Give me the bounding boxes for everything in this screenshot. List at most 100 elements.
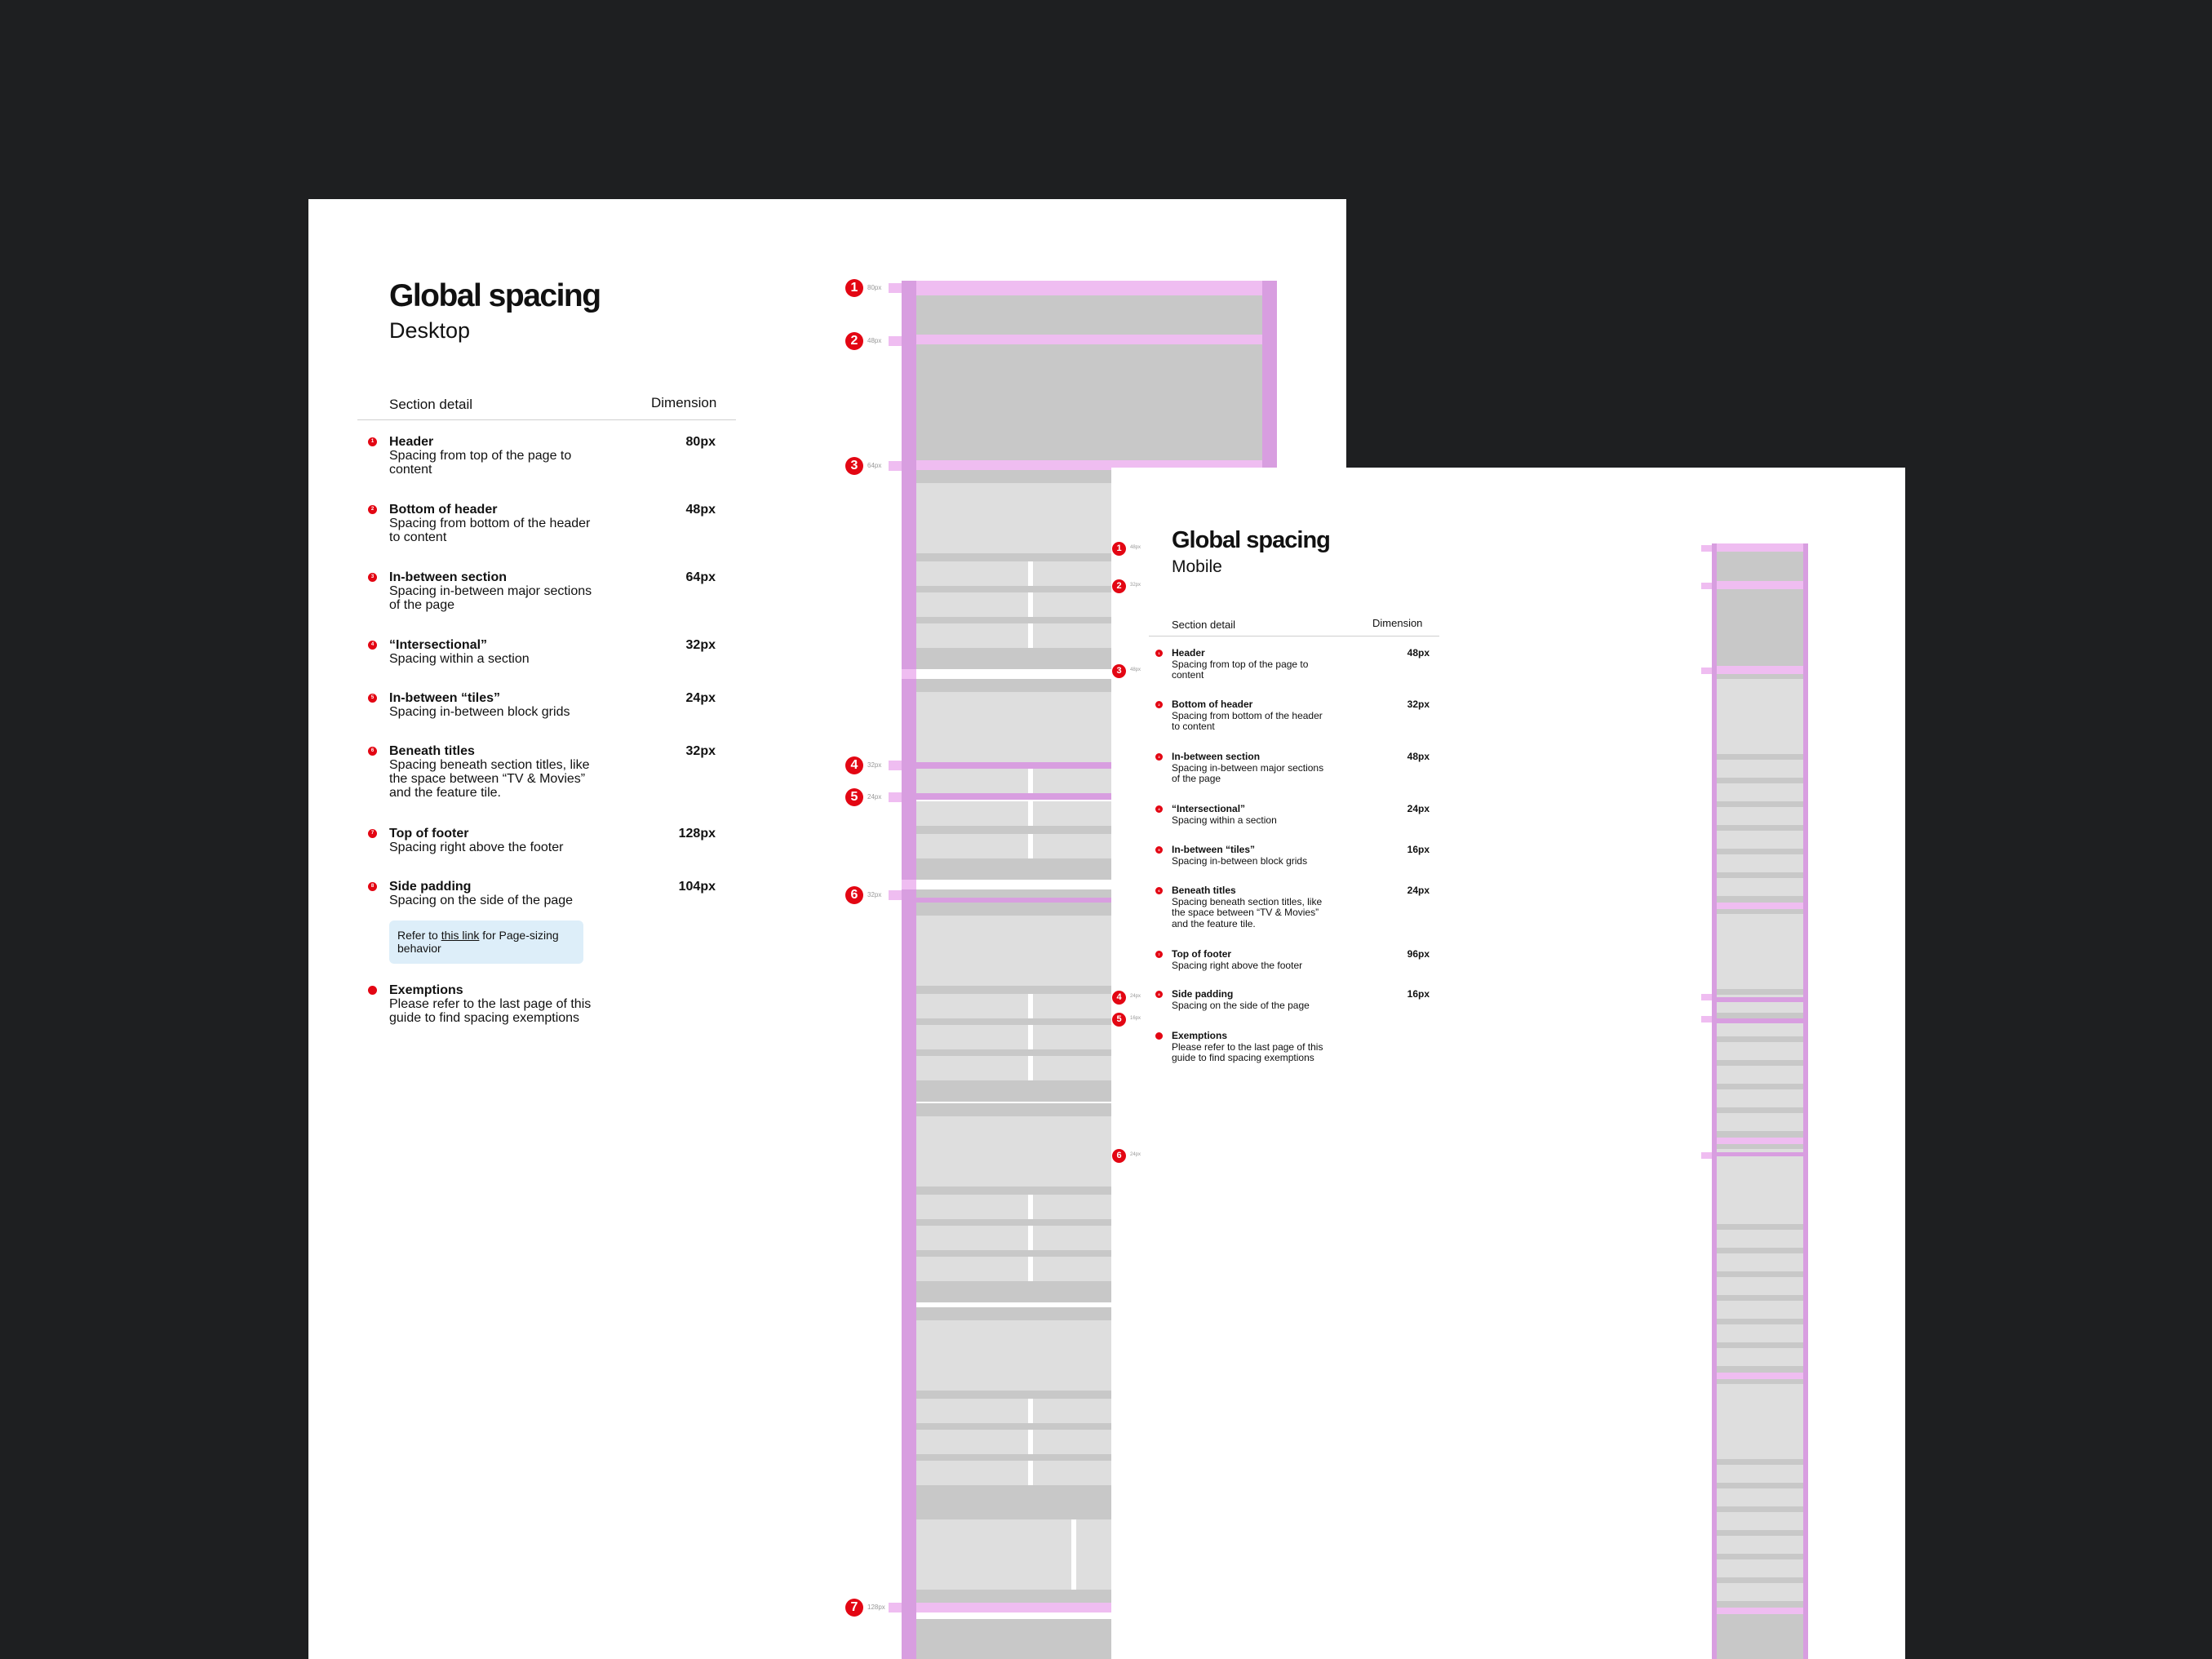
tile-gap <box>1717 1554 1803 1559</box>
tile-spacing <box>916 793 1262 800</box>
grid-tile <box>1717 854 1803 872</box>
wide-tile <box>916 1519 1071 1590</box>
spacing-marker-6: 6 <box>845 886 863 904</box>
spec-number-badge <box>1155 1032 1163 1040</box>
spec-description: Spacing in-between major sections of the… <box>389 584 592 612</box>
page-sizing-link[interactable]: this link <box>441 929 480 942</box>
spec-row: Exemptions Please refer to the last page … <box>368 983 716 1025</box>
spec-name: Exemptions <box>389 983 463 997</box>
grid-tile <box>1717 1066 1803 1084</box>
spec-name: Bottom of header <box>1172 699 1253 710</box>
feature-tile <box>1717 1384 1803 1459</box>
feature-tile <box>1717 679 1803 754</box>
spec-number-badge: 3 <box>368 573 377 582</box>
spec-name: Beneath titles <box>389 744 475 758</box>
header-spacing <box>916 281 1262 295</box>
spacing-marker-label: 24px <box>1130 1152 1141 1157</box>
spec-name: “Intersectional” <box>1172 803 1246 814</box>
tile-gap <box>916 586 1262 592</box>
tile-gap <box>916 553 1262 561</box>
spec-number-badge: 2 <box>368 505 377 514</box>
spec-dimension-value: 24px <box>685 691 716 705</box>
spec-description: Spacing from bottom of the header to con… <box>1172 709 1323 732</box>
spec-dimension-value: 48px <box>1407 751 1430 762</box>
spec-row: 1 Header Spacing from top of the page to c… <box>368 435 716 477</box>
grid-tile <box>1717 1089 1803 1107</box>
spec-number-badge: 8 <box>1155 991 1163 998</box>
section-end-bar <box>1717 1366 1803 1373</box>
section-spacing <box>1717 903 1803 909</box>
tile-gap <box>1717 849 1803 854</box>
spacing-marker-label: 48px <box>1130 668 1141 672</box>
tile-gap <box>1717 1483 1803 1488</box>
spec-number-badge: 6 <box>1155 887 1163 894</box>
section-title-bar <box>916 889 1262 898</box>
spec-row: 6 Beneath titles Spacing beneath section t… <box>368 744 716 800</box>
grid-tile <box>916 561 1029 586</box>
spacing-marker-4: 4 <box>845 756 863 774</box>
page-title: Global spacing <box>389 278 601 313</box>
spec-row: Exemptions Please refer to the last page … <box>1155 1030 1425 1064</box>
spec-row: 2 Bottom of header Spacing from bottom of … <box>368 503 716 544</box>
grid-tile <box>916 994 1029 1018</box>
grid-tile <box>1717 1348 1803 1366</box>
tile-gap <box>1717 1013 1803 1018</box>
grid-tile <box>1717 1465 1803 1483</box>
spacing-marker-4: 4 <box>1112 990 1126 1005</box>
table-divider <box>1149 636 1439 637</box>
spacing-indicator-tab <box>889 1603 902 1612</box>
section-title-bar <box>1717 909 1803 914</box>
spec-name: In-between section <box>1172 751 1261 762</box>
tile-gap <box>1717 1319 1803 1324</box>
tile-gap <box>1717 1530 1803 1536</box>
spec-description: Spacing in-between block grids <box>1172 854 1308 867</box>
spacing-marker-1: 1 <box>845 279 863 297</box>
tile-spacing <box>1717 1018 1803 1023</box>
tile-gap <box>1717 1084 1803 1089</box>
grid-tile <box>1717 1277 1803 1295</box>
spacing-indicator-tab <box>1701 668 1712 674</box>
tile-gap <box>1717 1577 1803 1583</box>
spacing-marker-label: 32px <box>867 891 882 898</box>
spec-description: Spacing in-between block grids <box>389 705 570 719</box>
tile-gap <box>916 1454 1262 1461</box>
spec-dimension-value: 16px <box>1407 844 1430 855</box>
header-bottom-spacing <box>916 335 1262 344</box>
spacing-indicator-tab <box>1701 545 1712 552</box>
header-block <box>916 295 1262 335</box>
tile-gap <box>1717 1506 1803 1512</box>
tile-gap <box>916 617 1262 623</box>
spec-name: “Intersectional” <box>389 638 488 652</box>
spec-description: Spacing in-between major sections of the… <box>1172 761 1324 784</box>
spec-description: Spacing within a section <box>1172 814 1277 826</box>
title-spacing <box>916 898 1262 903</box>
grid-tile <box>1717 1113 1803 1131</box>
spec-number-badge: 1 <box>1155 650 1163 657</box>
spacing-indicator-tab <box>889 283 902 293</box>
spec-row: 3 In-between section Spacing in-between ma… <box>1155 751 1430 785</box>
mobile-spacing-sheet: Global spacing Mobile Section detail Dim… <box>1111 468 1905 1659</box>
spacing-marker-label: 64px <box>867 462 882 469</box>
grid-tile <box>1717 760 1803 778</box>
spec-dimension-value: 64px <box>685 570 716 584</box>
spacing-indicator-tab <box>889 792 902 802</box>
grid-tile <box>1717 1324 1803 1342</box>
column-header-dimension: Dimension <box>651 395 717 410</box>
spec-dimension-value: 48px <box>685 503 716 517</box>
spec-name: Side padding <box>389 880 472 894</box>
tile-gap <box>1717 1342 1803 1348</box>
spec-number-badge: 7 <box>1155 951 1163 958</box>
grid-tile <box>916 1195 1029 1219</box>
section-spacing <box>1717 1608 1803 1614</box>
tile-gap <box>916 1219 1262 1226</box>
spec-dimension-value: 32px <box>685 638 716 652</box>
grid-tile <box>1717 1559 1803 1577</box>
spec-number-badge: 4 <box>1155 805 1163 813</box>
spec-dimension-value: 96px <box>1407 948 1430 960</box>
grid-tile <box>916 1257 1029 1281</box>
spec-dimension-value: 32px <box>1407 699 1430 710</box>
spacing-marker-6: 6 <box>1112 1148 1126 1163</box>
spec-name: Top of footer <box>1172 948 1232 960</box>
page-subtitle: Desktop <box>389 318 471 343</box>
spec-description: Spacing from bottom of the header to con… <box>389 517 591 544</box>
